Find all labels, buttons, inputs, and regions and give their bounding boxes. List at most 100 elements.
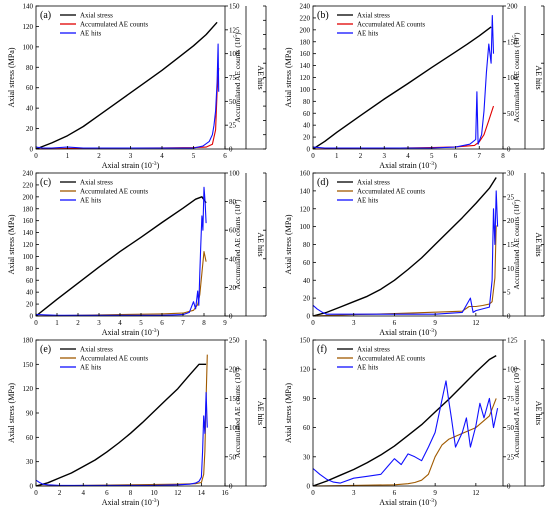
y-left-axis-title: Axial stress (MPa) (284, 47, 293, 107)
legend-label: AE hits (80, 197, 101, 205)
legend-label: Accumulated AE counts (80, 355, 148, 363)
legend-label: AE hits (357, 30, 378, 38)
x-tick-label: 1 (55, 319, 59, 327)
x-tick-label: 6 (393, 319, 397, 327)
y-left-tick-label: 150 (300, 337, 311, 345)
legend-label: Accumulated AE counts (80, 21, 148, 29)
y-mid-axis-title: Accumulated AE counts (105) (512, 32, 521, 122)
legend-label: Axial stress (80, 12, 113, 20)
x-tick-label: 12 (472, 319, 480, 327)
y-mid-tick-label: 100 (507, 366, 518, 374)
x-tick-label: 12 (174, 489, 182, 497)
panel-label: (d) (317, 177, 329, 188)
panel-label: (f) (317, 344, 327, 355)
y-mid-tick-label: 125 (229, 26, 240, 34)
y-left-tick-label: 90 (303, 395, 311, 403)
y-left-tick-label: 30 (303, 453, 311, 461)
y-mid-tick-label: 0 (507, 483, 511, 491)
legend-label: AE hits (357, 364, 378, 372)
y-left-tick-label: 160 (300, 170, 311, 178)
y-mid-tick-label: 75 (507, 395, 515, 403)
x-tick-label: 9 (433, 319, 437, 327)
panel-label: (e) (40, 344, 51, 355)
y-left-tick-label: 140 (300, 62, 311, 70)
y-left-tick-label: 80 (303, 241, 311, 249)
y-left-tick-label: 120 (300, 366, 311, 374)
x-axis-title: Axial strain (10-3) (379, 498, 437, 507)
y-right-axis-title: AE hits (256, 232, 265, 256)
y-left-tick-label: 180 (300, 38, 311, 46)
x-tick-label: 2 (97, 152, 101, 160)
series-line-axial_stress (312, 177, 497, 317)
y-right-axis-title: AE hits (534, 65, 543, 89)
y-mid-tick-label: 25 (229, 122, 237, 130)
y-left-tick-label: 140 (300, 187, 311, 195)
y-mid-axis-title: Accumulated AE counts (105) (233, 368, 242, 458)
y-left-tick-label: 140 (23, 3, 34, 11)
chart-panel-2: 0 1 2 3 4 5 6 7 8 9020406080100120140160180200220… (7, 170, 267, 337)
plot-frame (312, 339, 504, 487)
y-left-tick-label: 120 (300, 205, 311, 213)
x-tick-label: 9 (433, 489, 437, 497)
series-line-ae_hits (312, 190, 499, 315)
x-tick-label: 5 (192, 152, 196, 160)
y-left-tick-label: 240 (300, 3, 311, 11)
y-left-tick-label: 20 (26, 125, 34, 133)
y-left-tick-label: 0 (307, 313, 311, 321)
y-mid-axis-title: Accumulated AE counts (105) (233, 199, 242, 289)
y-mid-tick-label: 50 (229, 98, 237, 106)
y-mid-tick-label: 80 (229, 198, 237, 206)
y-mid-tick-label: 20 (507, 217, 515, 225)
y-mid-tick-label: 150 (229, 395, 240, 403)
x-tick-label: 2 (359, 152, 363, 160)
legend-label: Axial stress (357, 346, 390, 354)
x-axis-title: Axial strain (10-3) (379, 328, 437, 337)
chart-panel-0: 0 1 2 3 4 5 6020406080100120140025507510012515… (7, 3, 267, 170)
y-mid-tick-label: 100 (229, 424, 240, 432)
y-mid-tick-label: 200 (229, 366, 240, 374)
y-left-tick-label: 120 (23, 385, 34, 393)
series-line-ae_hits (35, 43, 220, 149)
y-left-tick-label: 220 (300, 14, 311, 22)
y-mid-tick-label: 15 (507, 241, 515, 249)
y-mid-tick-label: 50 (229, 453, 237, 461)
x-tick-label: 5 (139, 319, 143, 327)
y-left-axis-title: Axial stress (MPa) (284, 383, 293, 443)
y-left-tick-label: 0 (307, 483, 311, 491)
x-tick-label: 2 (58, 489, 62, 497)
x-tick-label: 8 (129, 489, 133, 497)
y-left-tick-label: 100 (23, 253, 34, 261)
x-tick-label: 10 (151, 489, 159, 497)
y-left-tick-label: 20 (26, 301, 34, 309)
y-mid-tick-label: 0 (507, 313, 511, 321)
y-mid-tick-label: 200 (507, 3, 518, 11)
y-left-tick-label: 60 (303, 110, 311, 118)
y-left-tick-label: 0 (30, 313, 34, 321)
series-line-accumulated_ae_counts (312, 105, 495, 150)
y-mid-axis-title: Accumulated AE counts (105) (512, 368, 521, 458)
y-left-tick-label: 200 (23, 193, 34, 201)
y-mid-tick-label: 60 (229, 227, 237, 235)
y-left-tick-label: 200 (300, 26, 311, 34)
y-left-tick-label: 120 (300, 74, 311, 82)
y-mid-tick-label: 0 (229, 313, 233, 321)
y-left-tick-label: 30 (26, 458, 34, 466)
legend-label: Accumulated AE counts (357, 355, 425, 363)
y-left-tick-label: 80 (26, 265, 34, 273)
series-line-ae_hits (312, 14, 495, 149)
legend-label: Accumulated AE counts (357, 188, 425, 196)
series-line-axial_stress (35, 363, 207, 487)
y-mid-tick-label: 0 (229, 146, 233, 154)
y-mid-tick-label: 5 (507, 289, 511, 297)
series-line-axial_stress (312, 26, 492, 150)
y-right-axis-title: AE hits (534, 401, 543, 425)
y-left-tick-label: 240 (23, 170, 34, 178)
x-tick-label: 6 (160, 319, 164, 327)
panel-label: (b) (317, 10, 329, 21)
y-mid-tick-label: 150 (507, 38, 518, 46)
y-left-tick-label: 150 (23, 361, 34, 369)
x-tick-label: 3 (129, 152, 133, 160)
x-tick-label: 8 (501, 152, 505, 160)
y-left-tick-label: 90 (26, 410, 34, 418)
